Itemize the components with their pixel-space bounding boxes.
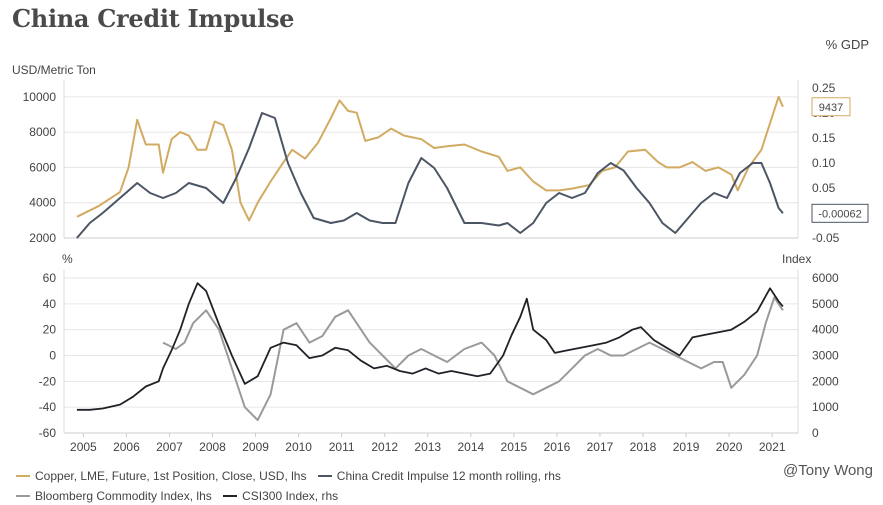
y2-tick-label: 0.05: [812, 181, 836, 195]
y2-tick-label: 0.10: [812, 156, 836, 170]
legend-swatch-copper: [16, 475, 30, 477]
y2-tick-label: 0.25: [812, 81, 836, 95]
end-label-box-impulse: [811, 203, 869, 223]
left-axis-unit-top: USD/Metric Ton: [12, 63, 96, 77]
y2-tick-label: 5000: [812, 297, 839, 311]
x-tick-label: 2007: [156, 440, 183, 454]
legend-item-impulse: China Credit Impulse 12 month rolling, r…: [317, 469, 561, 483]
y-tick-label: 2000: [29, 231, 56, 245]
y-tick-label: 4000: [29, 196, 56, 210]
y-tick-label: 10000: [23, 90, 57, 104]
right-axis-unit-bottom: Index: [782, 252, 812, 266]
series-line-copper: [76, 95, 784, 222]
y-tick-label: 20: [43, 323, 57, 337]
y-tick-label: 8000: [29, 125, 56, 139]
y2-tick-label: 1000: [812, 400, 839, 414]
legend-row-1: Copper, LME, Future, 1st Position, Close…: [16, 466, 569, 483]
x-tick-label: 2006: [113, 440, 140, 454]
x-tick-label: 2015: [501, 440, 528, 454]
x-tick-label: 2021: [759, 440, 786, 454]
chart-title: China Credit Impulse: [12, 4, 295, 33]
y2-tick-label: 4000: [812, 323, 839, 337]
series-line-csi: [76, 282, 784, 411]
y-tick-label: 60: [43, 271, 57, 285]
right-axis-unit-top: % GDP: [825, 37, 869, 52]
legend-swatch-impulse: [317, 475, 332, 477]
y-tick-label: 40: [43, 297, 57, 311]
end-label-box-copper: [811, 97, 851, 117]
legend-label-impulse: China Credit Impulse 12 month rolling, r…: [336, 469, 561, 483]
legend-item-bcom: Bloomberg Commodity Index, lhs: [16, 489, 212, 503]
y2-tick-label: 0: [812, 426, 819, 440]
x-tick-label: 2012: [371, 440, 398, 454]
series-line-bcom: [162, 296, 784, 422]
y2-tick-label: 6000: [812, 271, 839, 285]
legend-item-copper: Copper, LME, Future, 1st Position, Close…: [16, 469, 306, 483]
y-tick-label: 6000: [29, 160, 56, 174]
left-axis-unit-bottom: %: [62, 252, 73, 266]
y2-tick-label: 3000: [812, 349, 839, 363]
legend-swatch-csi: [223, 495, 238, 497]
legend-row-2: Bloomberg Commodity Index, lhs CSI300 In…: [16, 486, 346, 503]
y-tick-label: 0: [49, 349, 56, 363]
x-tick-label: 2011: [329, 440, 355, 454]
end-label-copper: 9437: [819, 102, 843, 114]
x-tick-label: 2020: [716, 440, 743, 454]
legend-item-csi: CSI300 Index, rhs: [223, 489, 338, 503]
x-tick-label: 2016: [544, 440, 571, 454]
legend-label-copper: Copper, LME, Future, 1st Position, Close…: [35, 469, 307, 483]
x-tick-label: 2013: [414, 440, 441, 454]
y2-tick-label: -0.05: [812, 231, 840, 245]
x-tick-label: 2010: [285, 440, 312, 454]
y2-tick-label: 0.15: [812, 131, 836, 145]
legend-label-csi: CSI300 Index, rhs: [242, 489, 339, 503]
legend-label-bcom: Bloomberg Commodity Index, lhs: [35, 489, 212, 503]
x-tick-label: 2014: [457, 440, 484, 454]
y-tick-label: -20: [39, 374, 57, 388]
end-label-impulse: -0.00062: [818, 208, 861, 220]
y2-tick-label: 2000: [812, 374, 839, 388]
x-tick-label: 2005: [70, 440, 97, 454]
watermark: @Tony Wong: [783, 462, 873, 479]
series-line-impulse: [76, 112, 784, 239]
x-tick-label: 2019: [673, 440, 700, 454]
y-tick-label: -60: [39, 426, 57, 440]
x-tick-label: 2008: [199, 440, 226, 454]
x-tick-label: 2017: [587, 440, 614, 454]
x-tick-label: 2009: [242, 440, 269, 454]
legend-swatch-bcom: [16, 495, 30, 497]
y-tick-label: -40: [39, 400, 57, 414]
watermark-text: @Tony Wong: [783, 462, 873, 479]
x-tick-label: 2018: [630, 440, 657, 454]
